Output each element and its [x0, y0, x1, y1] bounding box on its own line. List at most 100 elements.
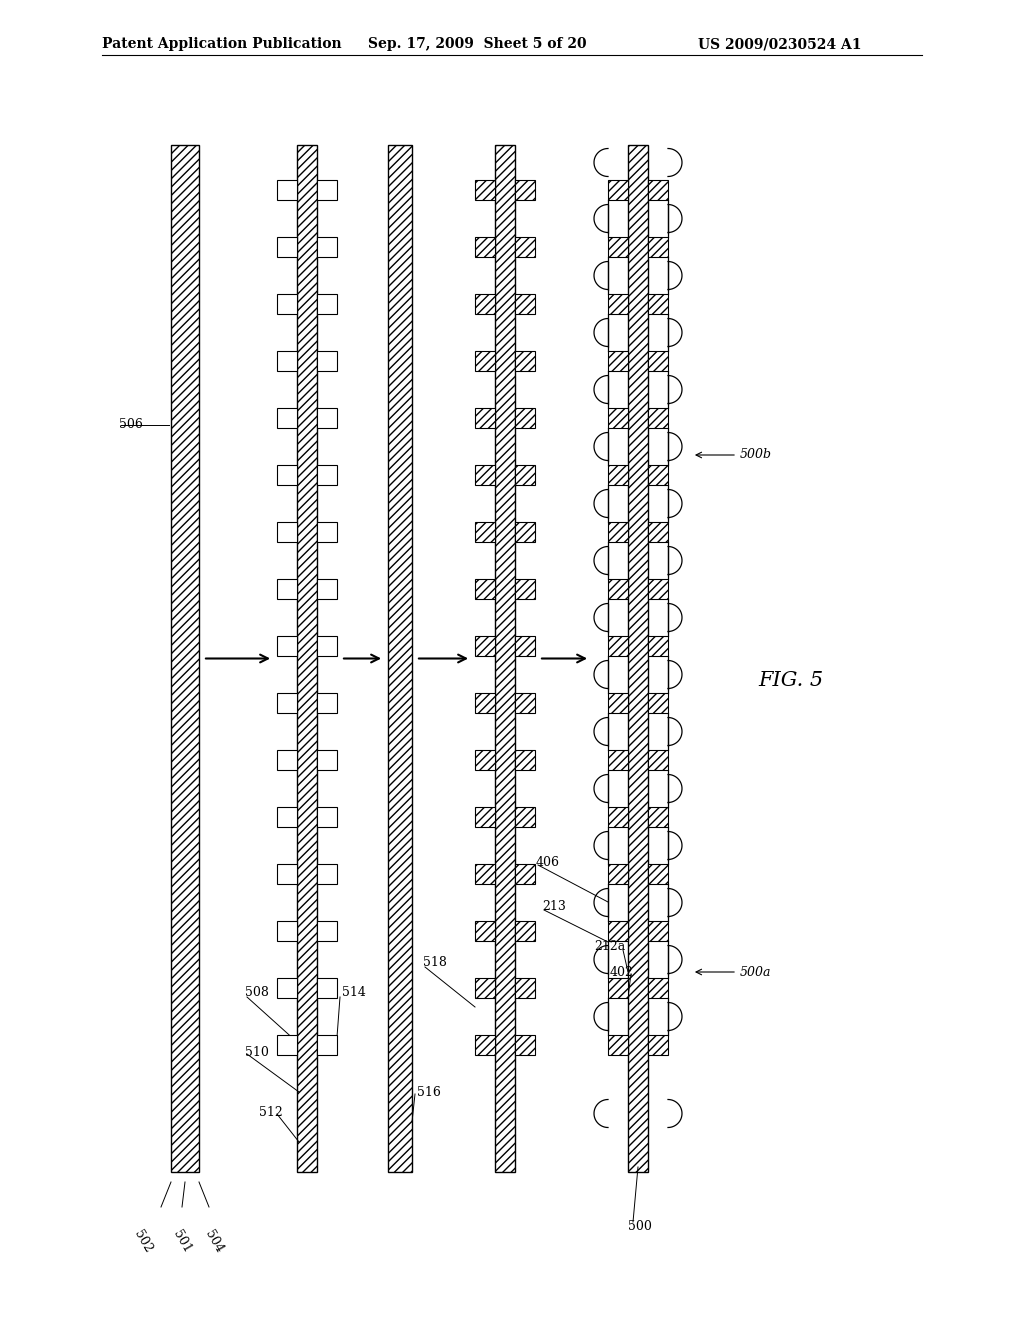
Bar — [608, 238, 628, 257]
Bar — [278, 807, 297, 828]
Bar — [515, 294, 535, 314]
Bar — [515, 408, 535, 428]
Bar — [388, 145, 412, 1172]
Bar — [515, 978, 535, 998]
Bar — [278, 750, 297, 770]
Bar — [475, 521, 495, 543]
Bar — [475, 294, 495, 314]
Bar — [515, 921, 535, 941]
Text: 514: 514 — [342, 986, 366, 998]
Bar — [475, 465, 495, 484]
Bar — [317, 521, 337, 543]
Bar — [475, 750, 495, 770]
Bar — [608, 465, 628, 484]
Bar — [515, 238, 535, 257]
Bar — [317, 978, 337, 998]
Bar — [515, 351, 535, 371]
Bar — [648, 238, 668, 257]
Bar — [278, 294, 297, 314]
Bar — [278, 521, 297, 543]
Text: 518: 518 — [423, 956, 446, 969]
Text: 510: 510 — [245, 1045, 269, 1059]
Text: 501: 501 — [170, 1229, 194, 1255]
Bar — [515, 521, 535, 543]
Bar — [608, 807, 628, 828]
Bar — [297, 145, 317, 1172]
Bar — [317, 465, 337, 484]
Bar — [515, 750, 535, 770]
Bar — [317, 636, 337, 656]
Bar — [317, 807, 337, 828]
Text: 500a: 500a — [740, 965, 771, 978]
Bar — [317, 579, 337, 599]
Bar — [495, 145, 515, 1172]
Bar — [608, 1035, 628, 1055]
Bar — [515, 807, 535, 828]
Bar — [648, 351, 668, 371]
Bar — [608, 636, 628, 656]
Text: 402: 402 — [609, 965, 633, 978]
Text: 213: 213 — [542, 900, 566, 913]
Bar — [648, 180, 668, 201]
Bar — [278, 238, 297, 257]
Text: 406: 406 — [536, 855, 560, 869]
Bar — [278, 693, 297, 713]
Bar — [515, 1035, 535, 1055]
Bar — [648, 865, 668, 884]
Bar — [648, 921, 668, 941]
Bar — [475, 807, 495, 828]
Bar — [475, 579, 495, 599]
Bar — [317, 921, 337, 941]
Bar — [608, 294, 628, 314]
Bar — [317, 180, 337, 201]
Text: 504: 504 — [203, 1229, 225, 1255]
Bar — [608, 579, 628, 599]
Bar — [608, 750, 628, 770]
Bar — [648, 579, 668, 599]
Bar — [648, 1035, 668, 1055]
Text: 506: 506 — [119, 418, 143, 432]
Bar — [278, 351, 297, 371]
Bar — [278, 408, 297, 428]
Bar — [475, 865, 495, 884]
Text: 500: 500 — [628, 1221, 652, 1233]
Bar — [278, 921, 297, 941]
Bar — [648, 294, 668, 314]
Bar — [515, 693, 535, 713]
Bar — [278, 180, 297, 201]
Bar — [648, 408, 668, 428]
Text: FIG. 5: FIG. 5 — [758, 671, 823, 689]
Bar — [515, 180, 535, 201]
Bar — [648, 807, 668, 828]
Bar — [648, 465, 668, 484]
Bar — [278, 978, 297, 998]
Text: US 2009/0230524 A1: US 2009/0230524 A1 — [698, 37, 861, 51]
Bar — [278, 636, 297, 656]
Bar — [608, 408, 628, 428]
Bar — [608, 351, 628, 371]
Bar — [648, 636, 668, 656]
Bar — [278, 1035, 297, 1055]
Bar — [475, 180, 495, 201]
Bar — [317, 408, 337, 428]
Bar — [515, 579, 535, 599]
Bar — [475, 978, 495, 998]
Bar — [317, 865, 337, 884]
Bar — [515, 465, 535, 484]
Bar — [608, 921, 628, 941]
Text: 502: 502 — [131, 1229, 155, 1255]
Text: Sep. 17, 2009  Sheet 5 of 20: Sep. 17, 2009 Sheet 5 of 20 — [368, 37, 587, 51]
Bar — [475, 408, 495, 428]
Bar — [608, 180, 628, 201]
Bar — [648, 693, 668, 713]
Bar — [317, 693, 337, 713]
Bar — [317, 351, 337, 371]
Text: 508: 508 — [245, 986, 269, 998]
Bar — [648, 750, 668, 770]
Bar — [317, 294, 337, 314]
Bar — [317, 1035, 337, 1055]
Bar — [515, 636, 535, 656]
Bar — [608, 865, 628, 884]
Bar — [475, 636, 495, 656]
Bar — [278, 865, 297, 884]
